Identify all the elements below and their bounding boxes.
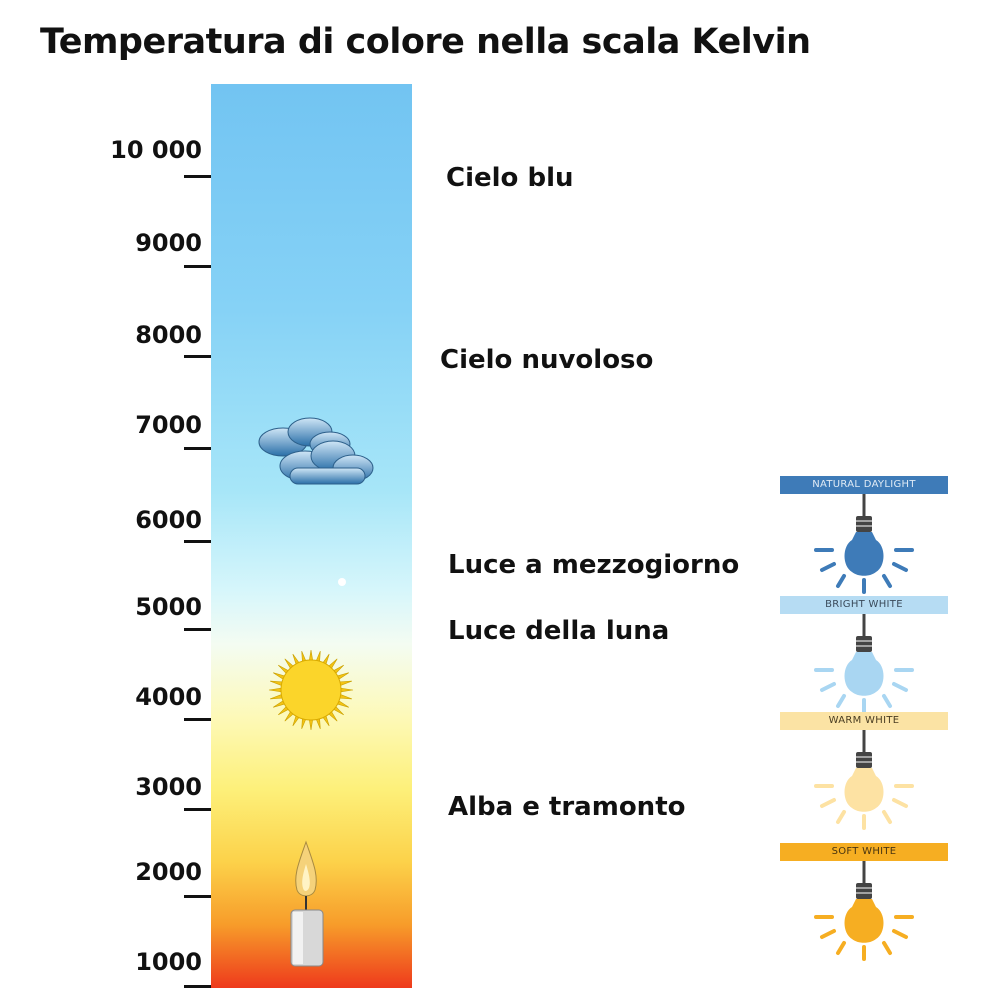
- tick-mark: [184, 895, 211, 898]
- tick-mark: [184, 540, 211, 543]
- bulb-label: NATURAL DAYLIGHT: [780, 476, 948, 494]
- tick-label: 8000: [135, 321, 202, 349]
- description-cloudy-sky: Cielo nuvoloso: [440, 345, 654, 375]
- description-moonlight: Luce della luna: [448, 616, 670, 646]
- description-sunrise-sunset: Alba e tramonto: [448, 792, 686, 822]
- tick-label: 2000: [135, 858, 202, 886]
- bulb-card: BRIGHT WHITE: [780, 596, 948, 718]
- tick-mark: [184, 355, 211, 358]
- sun-icon: [268, 650, 354, 730]
- tick-mark: [184, 985, 211, 988]
- light-bulb-icon: [814, 730, 914, 830]
- tick-mark: [184, 175, 211, 178]
- tick-label: 3000: [135, 773, 202, 801]
- tick-mark: [184, 718, 211, 721]
- cloud-icon: [258, 417, 374, 485]
- light-bulb-icon: [814, 494, 914, 594]
- light-bulb-icon: [814, 614, 914, 714]
- tick-label: 5000: [135, 593, 202, 621]
- bulb-card: WARM WHITE: [780, 712, 948, 834]
- tick-label: 10 000: [110, 136, 202, 164]
- description-noon-light: Luce a mezzogiorno: [448, 550, 740, 580]
- bulb-card: SOFT WHITE: [780, 843, 948, 965]
- tick-label: 1000: [135, 948, 202, 976]
- tick-mark: [184, 447, 211, 450]
- tick-mark: [184, 265, 211, 268]
- bulb-label: BRIGHT WHITE: [780, 596, 948, 614]
- tick-label: 7000: [135, 411, 202, 439]
- candle-icon: [290, 840, 324, 967]
- tick-label: 9000: [135, 229, 202, 257]
- light-bulb-icon: [814, 861, 914, 961]
- bulb-label: SOFT WHITE: [780, 843, 948, 861]
- tick-mark: [184, 808, 211, 811]
- star-icon: [338, 578, 346, 586]
- bulb-card: NATURAL DAYLIGHT: [780, 476, 948, 598]
- page-title: Temperatura di colore nella scala Kelvin: [40, 22, 811, 62]
- bulb-label: WARM WHITE: [780, 712, 948, 730]
- tick-label: 6000: [135, 506, 202, 534]
- description-blue-sky: Cielo blu: [446, 163, 574, 193]
- color-temperature-gradient-bar: [211, 84, 412, 988]
- tick-label: 4000: [135, 683, 202, 711]
- tick-mark: [184, 628, 211, 631]
